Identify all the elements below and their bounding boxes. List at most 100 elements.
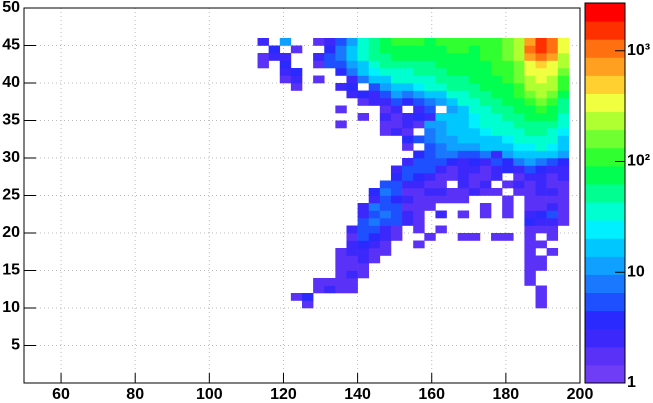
cell [557, 120, 570, 129]
cell [535, 75, 547, 84]
cell [402, 188, 414, 196]
cell [379, 233, 392, 241]
cell [413, 180, 425, 189]
palette-band [585, 57, 625, 76]
y-tick-label: 45 [2, 37, 20, 54]
cell [524, 210, 536, 219]
cell [368, 225, 381, 234]
cell [368, 75, 381, 84]
cell [390, 113, 403, 121]
cell [535, 120, 547, 129]
cell [368, 218, 381, 226]
cell [368, 68, 381, 76]
cell [413, 150, 425, 159]
cell [457, 180, 470, 189]
cell [557, 53, 570, 61]
cell [491, 233, 503, 241]
y-tick-label: 10 [2, 299, 20, 316]
cell [346, 248, 358, 256]
cell [479, 75, 492, 84]
cell [390, 45, 403, 54]
cell [479, 90, 492, 99]
palette-band [585, 147, 625, 167]
cell [268, 45, 281, 54]
cell [346, 83, 358, 91]
cell [546, 53, 559, 61]
cell [479, 45, 492, 54]
cell [557, 180, 570, 189]
cell [368, 203, 381, 211]
cell [446, 195, 458, 204]
cell [402, 38, 414, 46]
cell [346, 285, 358, 294]
cell [324, 278, 336, 286]
cell [446, 135, 458, 144]
cell [479, 150, 492, 159]
cell [502, 53, 514, 61]
y-tick-label: 5 [11, 337, 20, 354]
cell [524, 278, 536, 286]
cell [479, 60, 492, 69]
palette-band [585, 129, 625, 149]
cell [479, 38, 492, 46]
cell [446, 113, 458, 121]
cell [402, 68, 414, 76]
cell [468, 98, 481, 106]
cell [413, 120, 425, 129]
cell [468, 143, 481, 151]
z-tick-label: 10 [627, 263, 645, 280]
cell [502, 98, 514, 106]
cell [368, 240, 381, 249]
cell [524, 203, 536, 211]
cell [557, 75, 570, 84]
cell [368, 38, 381, 46]
cell [413, 165, 425, 174]
cell [479, 143, 492, 151]
cell [268, 53, 281, 61]
cell [368, 98, 381, 106]
cell [513, 98, 525, 106]
palette-band [585, 220, 625, 239]
cell [290, 45, 303, 54]
cell [457, 120, 470, 129]
cell [457, 210, 470, 219]
cell [435, 120, 447, 129]
cell [535, 45, 547, 54]
cell [379, 120, 392, 129]
cell [546, 135, 559, 144]
cell [446, 150, 458, 159]
cell [557, 158, 570, 166]
cell [413, 173, 425, 181]
cell [257, 38, 269, 46]
cell [535, 150, 547, 159]
cell [457, 173, 470, 181]
cell [446, 120, 458, 129]
cell [446, 90, 458, 99]
cell [546, 225, 559, 234]
cell [368, 233, 381, 241]
cell [424, 180, 436, 189]
cell [513, 188, 525, 196]
palette-band [585, 328, 625, 348]
palette-band [585, 111, 625, 131]
cell [557, 135, 570, 144]
cell [479, 113, 492, 121]
cell [402, 173, 414, 181]
cell [491, 143, 503, 151]
cell [446, 165, 458, 174]
cell [546, 203, 559, 211]
cell [279, 38, 292, 46]
cell [402, 218, 414, 226]
cell [535, 38, 547, 46]
cell [546, 128, 559, 136]
x-tick-label: 120 [270, 386, 297, 403]
cell [491, 113, 503, 121]
cell [457, 60, 470, 69]
z-tick-label: 10³ [627, 42, 650, 59]
cell [435, 68, 447, 76]
cell [468, 90, 481, 99]
x-tick-label: 80 [126, 386, 144, 403]
cell [502, 90, 514, 99]
cell [313, 285, 325, 294]
palette-band [585, 183, 625, 203]
